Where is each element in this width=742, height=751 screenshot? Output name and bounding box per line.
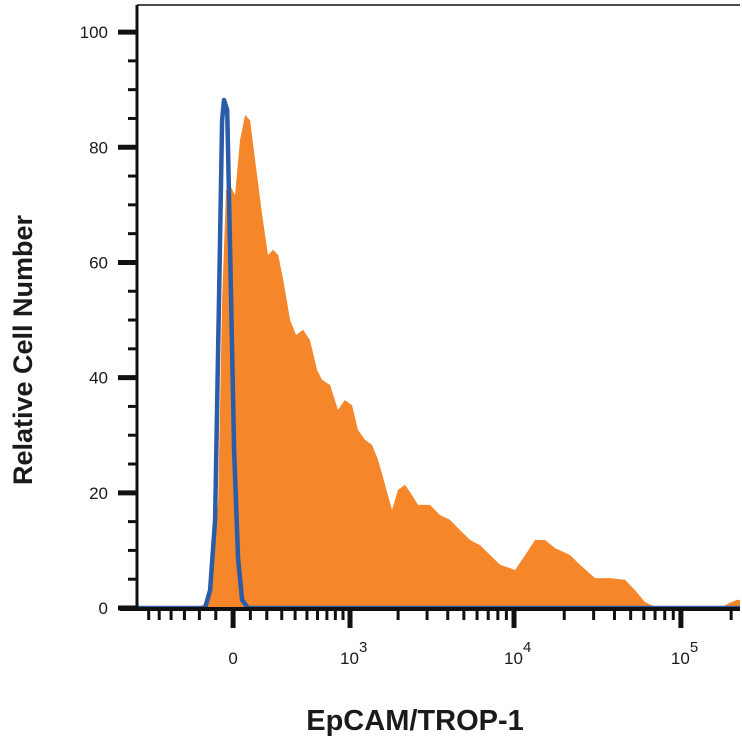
x-tick-label-base: 0: [228, 649, 237, 668]
y-tick-label: 100: [80, 23, 108, 42]
y-tick-label: 80: [89, 138, 108, 157]
histogram-area: [200, 115, 740, 608]
x-tick-label-base: 10: [671, 649, 690, 668]
y-tick-label: 60: [89, 253, 108, 272]
x-tick-label-exponent: 5: [690, 639, 698, 656]
x-tick-label: 104: [504, 639, 531, 668]
x-tick-label-base: 10: [504, 649, 523, 668]
x-tick-label: 105: [671, 639, 698, 668]
x-tick-label-exponent: 4: [523, 639, 531, 656]
x-tick-label-exponent: 3: [359, 639, 367, 656]
x-tick-label-base: 10: [340, 649, 359, 668]
x-tick-label: 103: [340, 639, 367, 668]
y-axis-label: Relative Cell Number: [8, 214, 38, 485]
y-tick-label: 0: [99, 599, 108, 618]
y-tick-label: 40: [89, 369, 108, 388]
histogram-line: [137, 97, 740, 611]
y-tick-label: 20: [89, 484, 108, 503]
x-tick-label: 0: [228, 649, 237, 668]
x-axis-label: EpCAM/TROP-1: [306, 705, 524, 737]
